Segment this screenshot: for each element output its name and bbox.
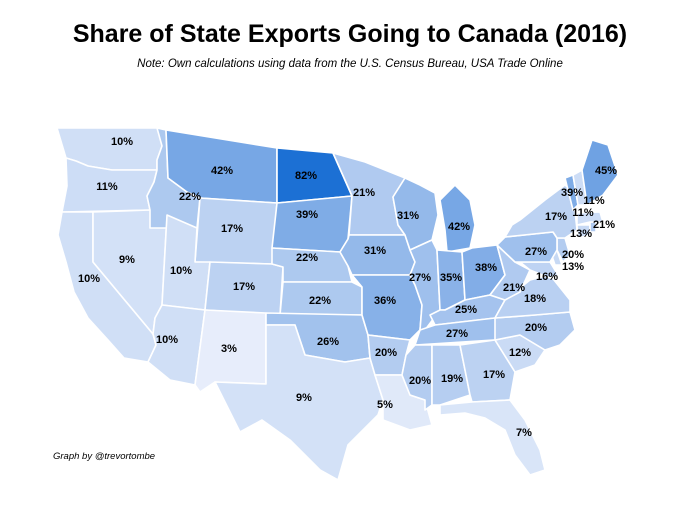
state-ny bbox=[504, 184, 578, 239]
state-label-in: 35% bbox=[440, 272, 462, 284]
state-label-ca: 10% bbox=[78, 273, 100, 285]
state-label-pa: 27% bbox=[525, 246, 547, 258]
state-label-mo: 36% bbox=[374, 295, 396, 307]
state-label-wv: 21% bbox=[503, 282, 525, 294]
state-label-nv: 9% bbox=[119, 254, 135, 266]
state-ct bbox=[576, 224, 591, 239]
state-label-ma: 11% bbox=[572, 207, 594, 219]
state-label-ky: 25% bbox=[455, 304, 477, 316]
state-label-ks: 22% bbox=[309, 295, 331, 307]
map-subtitle: Note: Own calculations using data from t… bbox=[137, 58, 563, 70]
state-label-al: 19% bbox=[441, 373, 463, 385]
state-fl bbox=[439, 399, 546, 476]
map-title: Share of State Exports Going to Canada (… bbox=[72, 20, 628, 48]
state-label-ut: 10% bbox=[170, 265, 192, 277]
state-mi bbox=[439, 184, 476, 253]
state-label-va: 18% bbox=[524, 293, 546, 305]
state-label-nc: 20% bbox=[525, 322, 547, 334]
state-label-nj: 20% bbox=[562, 249, 584, 261]
state-label-oh: 38% bbox=[475, 262, 497, 274]
state-label-sc: 12% bbox=[509, 347, 531, 359]
state-label-wy: 17% bbox=[221, 223, 243, 235]
state-label-ga: 17% bbox=[483, 369, 505, 381]
state-label-co: 17% bbox=[233, 281, 255, 293]
state-me bbox=[581, 139, 619, 206]
state-label-or: 11% bbox=[96, 181, 118, 193]
state-label-wi: 31% bbox=[397, 210, 419, 222]
state-label-az: 10% bbox=[156, 334, 178, 346]
state-label-la: 5% bbox=[377, 399, 393, 411]
state-label-sd: 39% bbox=[296, 209, 318, 221]
state-label-ri: 21% bbox=[593, 219, 615, 231]
state-label-il: 27% bbox=[409, 272, 431, 284]
state-ms bbox=[401, 344, 433, 411]
state-label-md: 16% bbox=[536, 271, 558, 283]
state-label-ia: 31% bbox=[364, 245, 386, 257]
state-label-mi: 42% bbox=[448, 221, 470, 233]
state-label-mn: 21% bbox=[353, 187, 375, 199]
graph-credit: Graph by @trevortombe bbox=[53, 451, 156, 462]
state-label-id: 22% bbox=[179, 191, 201, 203]
state-wi bbox=[392, 177, 439, 251]
state-tx bbox=[214, 324, 384, 481]
state-label-ms: 20% bbox=[409, 375, 431, 387]
state-label-ne: 22% bbox=[296, 252, 318, 264]
state-label-de: 13% bbox=[562, 261, 584, 273]
state-label-tx: 9% bbox=[296, 392, 312, 404]
state-al bbox=[431, 344, 471, 406]
state-label-nh: 11% bbox=[583, 195, 605, 207]
state-ma bbox=[576, 211, 604, 226]
state-label-mt: 42% bbox=[211, 165, 233, 177]
state-label-wa: 10% bbox=[111, 136, 133, 148]
state-sd bbox=[271, 195, 353, 253]
state-label-nd: 82% bbox=[295, 170, 317, 182]
state-label-ny: 17% bbox=[545, 211, 567, 223]
state-label-fl: 7% bbox=[516, 427, 532, 439]
state-label-ct: 13% bbox=[570, 228, 592, 240]
state-label-nm: 3% bbox=[221, 343, 237, 355]
state-label-ok: 26% bbox=[317, 336, 339, 348]
state-label-me: 45% bbox=[595, 165, 617, 177]
state-wv bbox=[489, 244, 531, 301]
state-va bbox=[494, 274, 571, 319]
state-label-vt: 39% bbox=[561, 187, 583, 199]
state-label-tn: 27% bbox=[446, 328, 468, 340]
state-label-ar: 20% bbox=[375, 347, 397, 359]
